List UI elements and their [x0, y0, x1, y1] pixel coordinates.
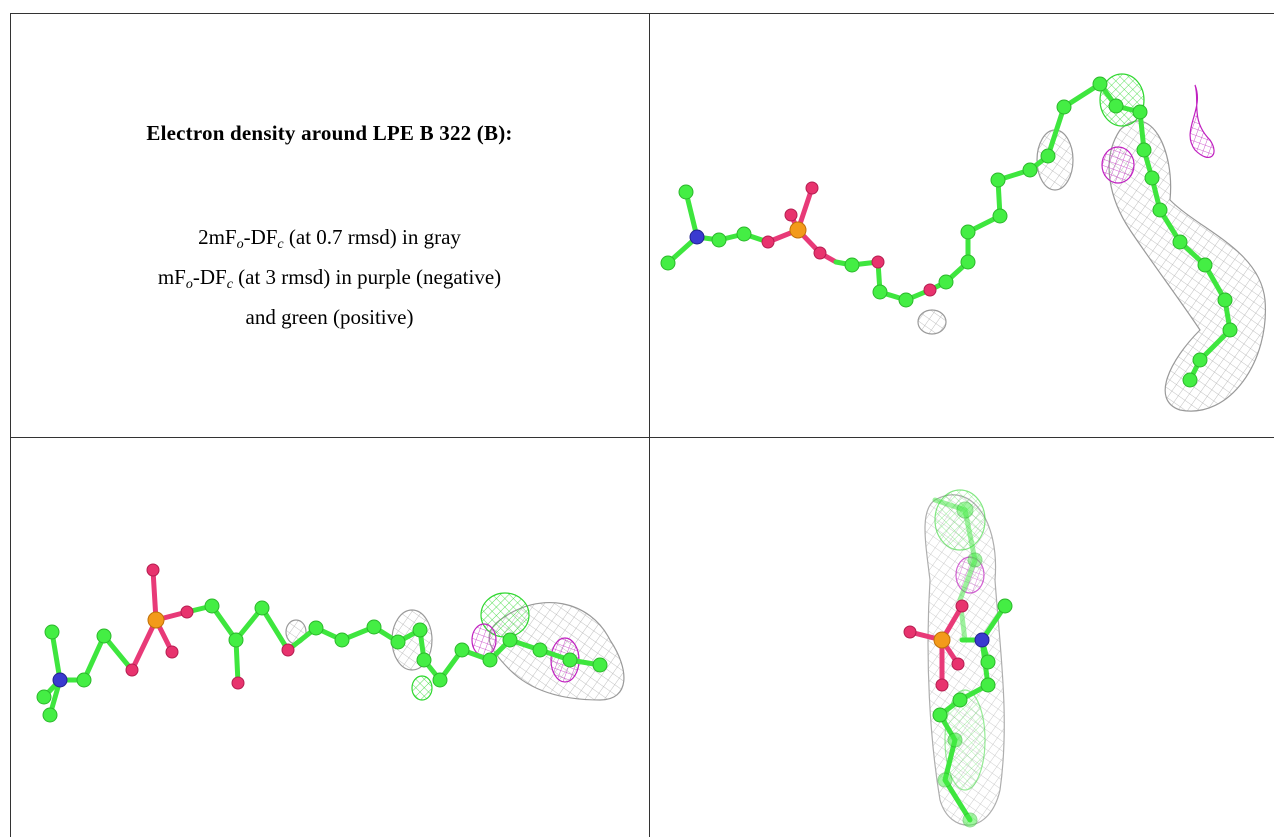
molecule-view-1 [660, 73, 1266, 412]
caption-lines: 2mFo-DFc (at 0.7 rmsd) in gray mFo-DFc (… [10, 221, 649, 333]
text: (at 0.7 rmsd) in gray [283, 225, 461, 249]
subscript: c [277, 237, 284, 252]
text: mF [157, 265, 186, 289]
subscript: o [185, 277, 193, 292]
subscript: c [226, 277, 233, 292]
text: (at 3 rmsd) in purple (negative) [232, 265, 502, 289]
caption-title: Electron density around LPE B 322 (B): [146, 121, 513, 145]
caption-line: and green (positive) [10, 301, 649, 333]
molecule-view-2 [36, 563, 625, 723]
subscript: o [236, 237, 244, 252]
text: -DF [243, 225, 278, 249]
caption-line: 2mFo-DFc (at 0.7 rmsd) in gray [10, 221, 649, 261]
molecule-view-3 [903, 489, 1013, 828]
caption-cell: Electron density around LPE B 322 (B): 2… [10, 13, 649, 437]
text: 2mF [198, 225, 237, 249]
table-border [10, 13, 1274, 837]
text: -DF [192, 265, 227, 289]
text: and green (positive) [245, 305, 414, 329]
caption-line: mFo-DFc (at 3 rmsd) in purple (negative) [10, 261, 649, 301]
